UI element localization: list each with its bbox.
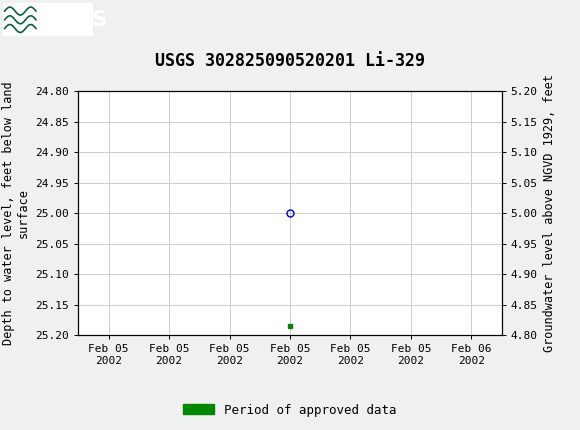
Text: USGS: USGS — [44, 10, 107, 30]
Y-axis label: Groundwater level above NGVD 1929, feet: Groundwater level above NGVD 1929, feet — [543, 74, 556, 352]
Text: USGS 302825090520201 Li-329: USGS 302825090520201 Li-329 — [155, 52, 425, 70]
Y-axis label: Depth to water level, feet below land
surface: Depth to water level, feet below land su… — [2, 81, 30, 345]
Bar — [3, 3, 93, 37]
Legend: Period of approved data: Period of approved data — [178, 399, 402, 421]
